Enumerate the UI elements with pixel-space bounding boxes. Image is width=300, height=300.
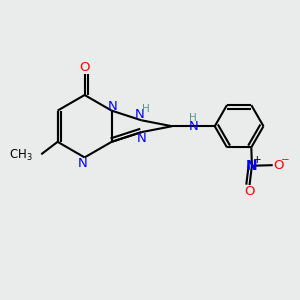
Text: O: O [244, 185, 255, 198]
Text: −: − [281, 155, 290, 165]
Text: N: N [108, 100, 118, 113]
Text: N: N [135, 108, 145, 122]
Text: H: H [190, 113, 197, 123]
Text: N: N [246, 159, 258, 173]
Text: H: H [142, 104, 150, 114]
Text: +: + [253, 155, 262, 165]
Text: O: O [80, 61, 90, 74]
Text: O: O [273, 159, 284, 172]
Text: N: N [188, 120, 198, 133]
Text: N: N [78, 158, 88, 170]
Text: N: N [137, 132, 147, 145]
Text: CH$_3$: CH$_3$ [9, 148, 33, 163]
